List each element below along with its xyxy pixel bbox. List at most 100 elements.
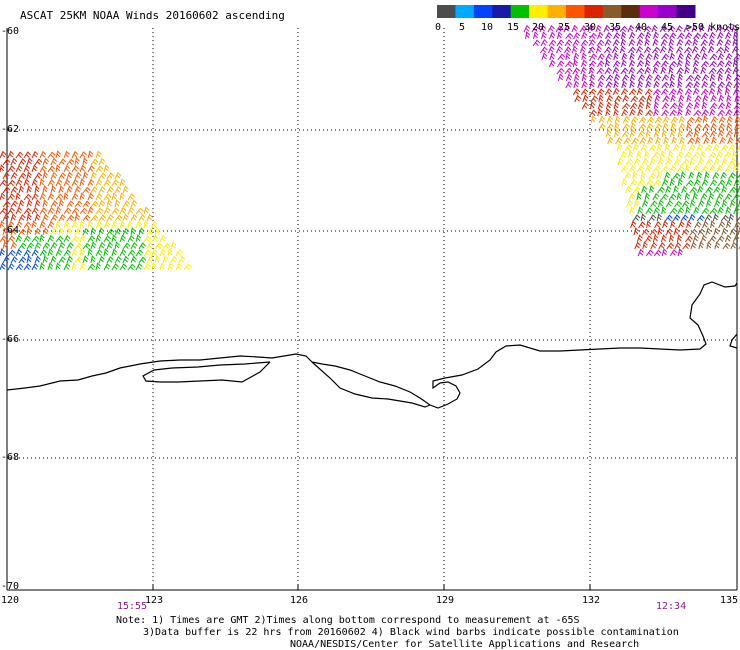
- wind-barb: [701, 52, 708, 61]
- wind-barb: [71, 235, 80, 243]
- wind-barb: [654, 94, 661, 103]
- wind-barb: [10, 227, 18, 236]
- wind-barb: [681, 200, 690, 208]
- wind-barb: [632, 214, 641, 222]
- wind-barb: [648, 172, 657, 180]
- wind-barb: [676, 151, 684, 159]
- wind-barb: [665, 157, 673, 166]
- wind-barb: [653, 74, 662, 82]
- wind-barb: [87, 220, 93, 229]
- wind-barb: [523, 24, 531, 33]
- wind-barb: [728, 213, 735, 222]
- wind-barb: [18, 172, 27, 180]
- wind-barb: [10, 213, 17, 222]
- wind-barb: [596, 88, 605, 96]
- wind-barb: [90, 186, 98, 194]
- wind-barb: [644, 38, 650, 47]
- wind-barb: [701, 32, 709, 40]
- wind-barb: [690, 241, 697, 250]
- wind-barb: [644, 150, 650, 159]
- wind-barb: [573, 32, 581, 40]
- wind-barb: [167, 262, 174, 271]
- wind-barb: [58, 256, 66, 264]
- wind-barb: [580, 39, 589, 47]
- wind-barb: [692, 59, 700, 68]
- wind-barb: [556, 39, 565, 47]
- wind-barb: [621, 80, 628, 89]
- wind-barb: [693, 109, 702, 117]
- wind-barb: [669, 102, 678, 110]
- wind-barb: [732, 38, 738, 47]
- wind-barb: [613, 80, 619, 89]
- wind-barb: [23, 221, 32, 229]
- wind-barb: [715, 25, 724, 33]
- wind-barb: [66, 255, 73, 264]
- wind-barb: [34, 241, 42, 250]
- wind-barb: [66, 242, 74, 250]
- wind-barb: [47, 220, 55, 229]
- wind-barb: [63, 220, 70, 229]
- wind-barb: [707, 45, 715, 54]
- wind-barb: [675, 46, 684, 54]
- wind-barb: [7, 179, 16, 187]
- wind-barb: [587, 24, 594, 33]
- wind-barb: [733, 206, 740, 215]
- map-title: ASCAT 25KM NOAA Winds 20160602 ascending: [20, 9, 285, 22]
- wind-barb: [628, 38, 636, 47]
- wind-barb: [103, 248, 109, 257]
- wind-barb: [127, 234, 135, 243]
- wind-barb: [598, 94, 604, 103]
- wind-barb: [693, 178, 701, 187]
- wind-barb: [606, 123, 614, 131]
- antarctic-coastline: [6, 281, 738, 409]
- wind-barb: [130, 255, 137, 264]
- wind-barb: [637, 52, 645, 61]
- wind-barb: [604, 88, 613, 96]
- wind-barb: [106, 186, 115, 194]
- graticule: [7, 28, 737, 590]
- wind-barb: [678, 115, 686, 124]
- wind-barb: [10, 186, 18, 194]
- wind-barb: [63, 164, 71, 173]
- wind-barb: [596, 60, 605, 68]
- wind-barb: [704, 144, 713, 152]
- wind-barb: [640, 143, 648, 152]
- wind-barb: [646, 116, 655, 124]
- wind-barb: [711, 136, 717, 145]
- wind-barb: [716, 60, 725, 68]
- wind-barb: [722, 242, 731, 250]
- wind-barb: [613, 129, 620, 138]
- wind-barb: [26, 227, 32, 236]
- wind-barb: [55, 164, 61, 173]
- wind-barb: [644, 192, 650, 201]
- wind-barb: [31, 262, 39, 271]
- wind-barb: [621, 102, 630, 110]
- wind-barb: [646, 122, 654, 131]
- wind-barb: [605, 108, 611, 117]
- wind-barb: [725, 31, 732, 40]
- wind-barb: [621, 178, 628, 187]
- wind-barb: [2, 200, 11, 208]
- wind-barb: [684, 39, 692, 47]
- wind-barb: [678, 94, 685, 103]
- wind-barb: [669, 178, 676, 187]
- wind-barb: [673, 185, 679, 194]
- wind-barb: [645, 249, 654, 257]
- wind-barb: [612, 60, 621, 68]
- wind-barb: [645, 101, 651, 110]
- wind-barb: [684, 59, 691, 68]
- pass-time-left: 15:55: [117, 601, 148, 612]
- wind-barb: [701, 109, 709, 117]
- wind-barb: [103, 164, 110, 173]
- wind-barb: [590, 115, 597, 124]
- wind-barb: [710, 115, 718, 124]
- wind-barb: [122, 213, 129, 222]
- wind-barb: [39, 165, 47, 173]
- wind-barb: [549, 31, 556, 40]
- wind-barb: [701, 60, 710, 68]
- wind-barb: [660, 88, 669, 96]
- wind-barb: [111, 207, 120, 215]
- wind-barb: [66, 214, 75, 222]
- wind-barb: [630, 116, 639, 124]
- wind-barb: [42, 242, 50, 250]
